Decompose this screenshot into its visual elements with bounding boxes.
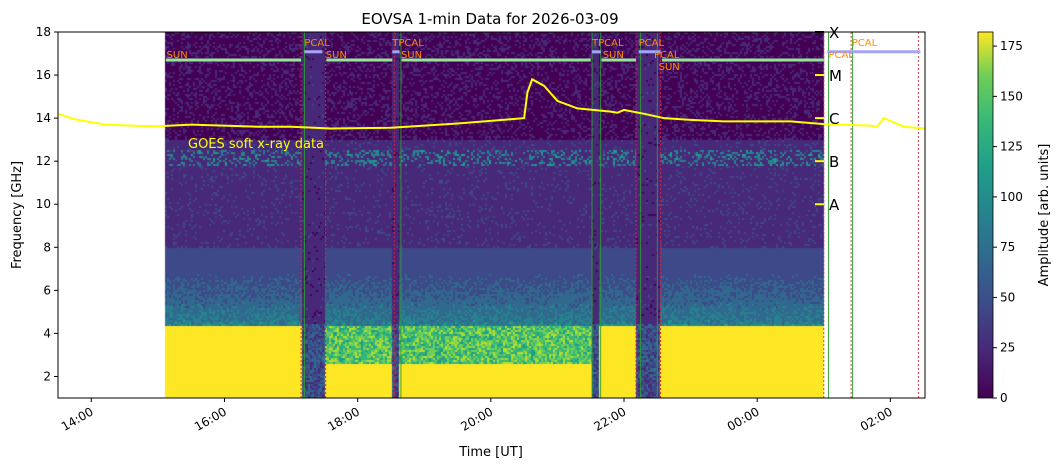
- y-tick-label: 8: [43, 240, 51, 254]
- colorbar-tick-label: 25: [1000, 341, 1015, 355]
- x-tick-label: 02:00: [858, 404, 895, 433]
- colorbar-tick-label: 175: [1000, 39, 1023, 53]
- scan-label: SUN: [401, 50, 422, 61]
- x-tick-label: 18:00: [325, 404, 362, 433]
- colorbar-tick-label: 150: [1000, 89, 1023, 103]
- y-tick-label: 10: [36, 197, 51, 211]
- colorbar-tick-label: 125: [1000, 140, 1023, 154]
- goes-level-label: C: [829, 110, 839, 128]
- y-axis-label: Frequency [GHz]: [10, 161, 25, 269]
- y-tick-label: 12: [36, 154, 51, 168]
- colorbar-label: Amplitude [arb. units]: [1037, 144, 1052, 287]
- colorbar-tick-label: 75: [1000, 240, 1015, 254]
- goes-level-label: A: [829, 196, 840, 214]
- y-tick-label: 18: [36, 25, 51, 39]
- scan-label: PCAL: [304, 38, 330, 49]
- y-tick-label: 6: [43, 283, 51, 297]
- scan-label: PCAL: [828, 50, 854, 61]
- spectrogram-image: [58, 32, 925, 398]
- x-tick-label: 16:00: [192, 404, 229, 433]
- goes-level-label: M: [829, 67, 842, 85]
- goes-level-label: X: [829, 24, 839, 42]
- goes-xray-curve: [57, 77, 926, 130]
- scan-label: TPCAL: [391, 38, 424, 49]
- scan-label: PCAL: [654, 50, 680, 61]
- scan-label: SUN: [167, 50, 188, 61]
- scan-label: PCAL: [852, 38, 878, 49]
- x-tick-label: 22:00: [592, 404, 629, 433]
- chart-title: EOVSA 1-min Data for 2026-03-09: [361, 10, 618, 28]
- plot-frame: [57, 31, 926, 399]
- colorbar-tick-label: 0: [1000, 391, 1008, 405]
- goes-level-label: B: [829, 153, 839, 171]
- x-axis-label: Time [UT]: [458, 445, 523, 460]
- scan-label: TPCAL: [591, 38, 624, 49]
- y-tick-label: 14: [36, 111, 51, 125]
- y-tick-label: 4: [43, 326, 51, 340]
- x-tick-label: 14:00: [59, 404, 96, 433]
- colorbar: [977, 31, 994, 399]
- y-tick-label: 16: [36, 68, 51, 82]
- colorbar-tick-label: 100: [1000, 190, 1023, 204]
- goes-label: GOES soft x-ray data: [188, 137, 324, 152]
- scan-label: SUN: [326, 50, 347, 61]
- colorbar-tick-label: 50: [1000, 290, 1015, 304]
- scan-label: PCAL: [639, 38, 665, 49]
- x-tick-label: 20:00: [458, 404, 495, 433]
- y-tick-label: 2: [43, 369, 51, 383]
- scan-label: SUN: [603, 50, 624, 61]
- scan-label: SUN: [659, 62, 680, 73]
- x-tick-label: 00:00: [725, 404, 762, 433]
